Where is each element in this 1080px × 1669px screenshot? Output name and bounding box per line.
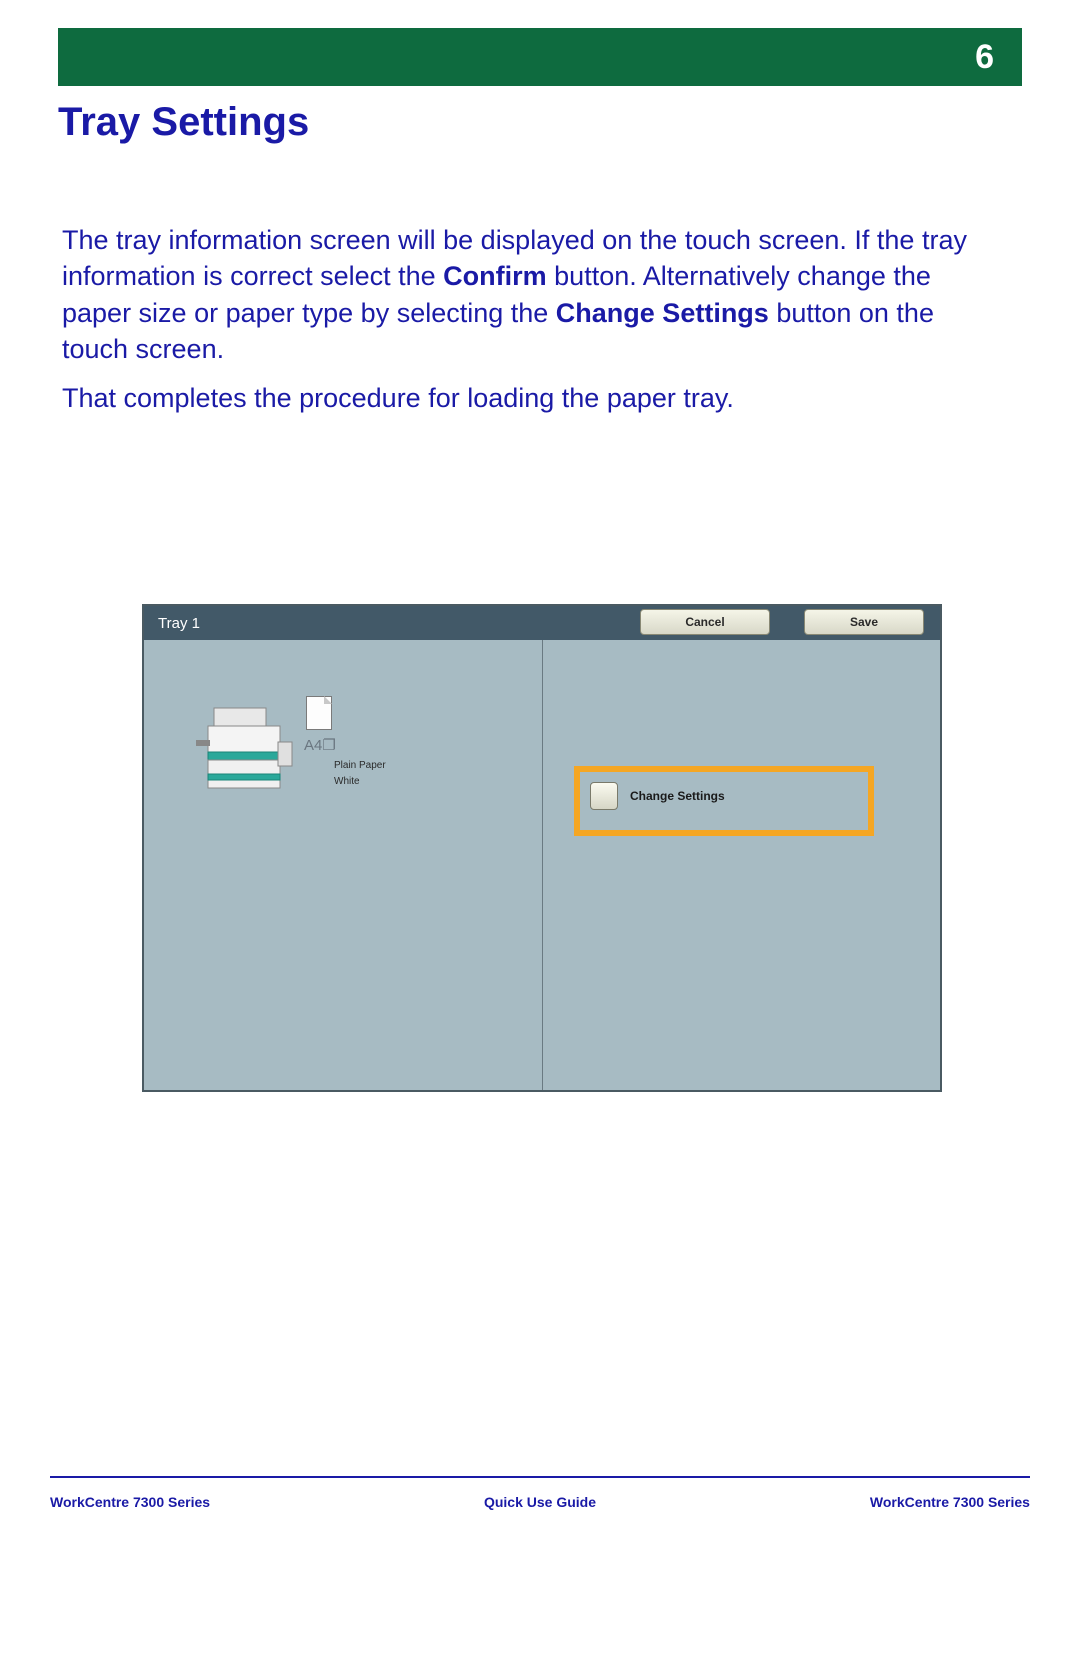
footer-right: WorkCentre 7300 Series bbox=[870, 1494, 1030, 1510]
paragraph-1: The tray information screen will be disp… bbox=[62, 222, 1002, 368]
screen-left-panel: A4❐ Plain Paper White bbox=[144, 640, 542, 1090]
save-button[interactable]: Save bbox=[804, 609, 924, 635]
change-settings-label: Change Settings bbox=[630, 789, 725, 803]
footer-left: WorkCentre 7300 Series bbox=[50, 1494, 210, 1510]
page-number: 6 bbox=[975, 38, 994, 77]
cancel-label: Cancel bbox=[685, 615, 724, 629]
screen-body: A4❐ Plain Paper White Change Settings bbox=[144, 640, 940, 1090]
paper-size-label: A4❐ bbox=[304, 736, 336, 754]
paragraph-2: That completes the procedure for loading… bbox=[62, 380, 1002, 416]
paper-type-label: Plain Paper bbox=[334, 760, 386, 771]
paper-color-label: White bbox=[334, 776, 360, 787]
p1-bold-confirm: Confirm bbox=[443, 261, 547, 291]
page-footer: WorkCentre 7300 Series Quick Use Guide W… bbox=[50, 1494, 1030, 1510]
page-header: 6 bbox=[58, 28, 1022, 86]
change-settings-button[interactable]: Change Settings bbox=[590, 778, 850, 814]
screen-titlebar: Tray 1 Cancel Save bbox=[144, 606, 940, 640]
save-label: Save bbox=[850, 615, 878, 629]
screen-title: Tray 1 bbox=[158, 615, 200, 632]
footer-divider bbox=[50, 1476, 1030, 1478]
printer-icon bbox=[194, 700, 294, 800]
footer-center: Quick Use Guide bbox=[484, 1494, 596, 1510]
cancel-button[interactable]: Cancel bbox=[640, 609, 770, 635]
change-settings-icon bbox=[590, 782, 618, 810]
page-title: Tray Settings bbox=[58, 100, 309, 145]
touchscreen-mockup: Tray 1 Cancel Save A4❐ P bbox=[142, 604, 942, 1092]
screen-right-panel: Change Settings bbox=[542, 640, 940, 1090]
paper-icon bbox=[306, 696, 332, 730]
p1-bold-change: Change Settings bbox=[556, 298, 769, 328]
